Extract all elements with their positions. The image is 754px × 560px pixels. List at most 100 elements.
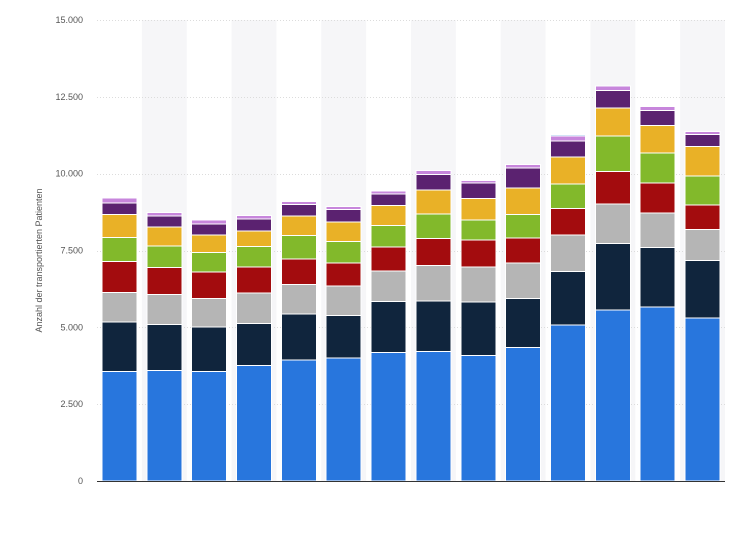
- bar-segment-series-5[interactable]: [415, 213, 452, 240]
- bar-segment-series-3[interactable]: [101, 292, 138, 323]
- bar-segment-series-8[interactable]: [370, 190, 407, 195]
- bar-segment-series-2[interactable]: [101, 321, 138, 373]
- bar-segment-series-6[interactable]: [639, 125, 676, 154]
- bar-segment-series-8[interactable]: [460, 180, 497, 184]
- bar-segment-series-9[interactable]: [550, 133, 586, 137]
- bar-segment-series-4[interactable]: [191, 271, 228, 299]
- bar-segment-series-7[interactable]: [505, 167, 542, 189]
- bar-segment-series-5[interactable]: [684, 175, 721, 206]
- bar-segment-series-8[interactable]: [325, 206, 362, 210]
- bar-segment-series-5[interactable]: [236, 246, 272, 268]
- bar-segment-series-2[interactable]: [325, 314, 362, 359]
- bar-segment-series-1[interactable]: [460, 355, 497, 482]
- bar-segment-series-7[interactable]: [325, 208, 362, 223]
- bar-segment-series-4[interactable]: [146, 267, 183, 295]
- bar-segment-series-8[interactable]: [415, 170, 452, 176]
- bar-segment-series-5[interactable]: [146, 245, 183, 269]
- bar-segment-series-3[interactable]: [415, 265, 452, 302]
- bar-segment-series-6[interactable]: [460, 197, 497, 221]
- bar-segment-series-4[interactable]: [684, 204, 721, 231]
- bar-segment-series-2[interactable]: [236, 323, 272, 366]
- bar-segment-series-1[interactable]: [415, 350, 452, 482]
- bar-segment-series-3[interactable]: [594, 203, 631, 245]
- bar-segment-series-6[interactable]: [594, 107, 631, 137]
- bar-segment-series-8[interactable]: [101, 197, 138, 204]
- bar-segment-series-6[interactable]: [684, 146, 721, 177]
- bar-segment-series-6[interactable]: [101, 214, 138, 238]
- bar-segment-series-5[interactable]: [460, 219, 497, 241]
- bar-segment-series-2[interactable]: [460, 301, 497, 357]
- bar-segment-series-2[interactable]: [505, 297, 542, 349]
- bar-segment-series-7[interactable]: [639, 109, 676, 127]
- bar-segment-series-4[interactable]: [594, 171, 631, 205]
- bar-segment-series-4[interactable]: [370, 246, 407, 272]
- bar-segment-series-6[interactable]: [370, 205, 407, 227]
- bar-segment-series-5[interactable]: [370, 225, 407, 248]
- bar-segment-series-8[interactable]: [594, 85, 631, 92]
- bar-segment-series-1[interactable]: [505, 347, 542, 482]
- bar-segment-series-5[interactable]: [505, 214, 542, 239]
- bar-segment-series-7[interactable]: [280, 204, 317, 217]
- bar-segment-series-7[interactable]: [594, 90, 631, 109]
- bar-segment-series-2[interactable]: [594, 243, 631, 311]
- bar-segment-series-8[interactable]: [146, 211, 183, 217]
- bar-segment-series-5[interactable]: [325, 240, 362, 264]
- bar-segment-series-6[interactable]: [146, 226, 183, 247]
- bar-segment-series-8[interactable]: [236, 214, 272, 220]
- bar-segment-series-4[interactable]: [236, 266, 272, 294]
- bar-segment-series-8[interactable]: [684, 131, 721, 135]
- bar-segment-series-3[interactable]: [684, 229, 721, 261]
- bar-segment-series-1[interactable]: [236, 364, 272, 482]
- bar-segment-series-7[interactable]: [460, 182, 497, 199]
- bar-segment-series-3[interactable]: [191, 297, 228, 328]
- bar-segment-series-2[interactable]: [280, 313, 317, 361]
- bar-segment-series-7[interactable]: [146, 215, 183, 228]
- bar-segment-series-2[interactable]: [684, 259, 721, 319]
- bar-segment-series-6[interactable]: [325, 221, 362, 242]
- bar-segment-series-5[interactable]: [191, 251, 228, 273]
- bar-segment-series-2[interactable]: [370, 301, 407, 354]
- bar-segment-series-1[interactable]: [594, 309, 631, 482]
- bar-segment-series-8[interactable]: [280, 201, 317, 206]
- bar-segment-series-6[interactable]: [505, 187, 542, 216]
- bar-segment-series-7[interactable]: [101, 202, 138, 216]
- bar-segment-series-6[interactable]: [415, 189, 452, 215]
- bar-segment-series-1[interactable]: [684, 317, 721, 482]
- bar-segment-series-1[interactable]: [280, 359, 317, 482]
- bar-segment-series-8[interactable]: [191, 219, 228, 225]
- bar-segment-series-4[interactable]: [505, 237, 542, 264]
- bar-segment-series-3[interactable]: [460, 266, 497, 303]
- bar-segment-series-6[interactable]: [550, 156, 586, 185]
- bar-segment-series-3[interactable]: [325, 285, 362, 316]
- bar-segment-series-1[interactable]: [550, 324, 586, 482]
- bar-segment-series-2[interactable]: [550, 271, 586, 326]
- bar-segment-series-3[interactable]: [146, 293, 183, 325]
- bar-segment-series-4[interactable]: [415, 238, 452, 267]
- bar-segment-series-3[interactable]: [236, 292, 272, 325]
- bar-segment-series-3[interactable]: [639, 212, 676, 249]
- bar-segment-series-2[interactable]: [146, 323, 183, 371]
- bar-segment-series-1[interactable]: [639, 306, 676, 482]
- bar-segment-series-8[interactable]: [505, 163, 542, 169]
- bar-segment-series-7[interactable]: [191, 223, 228, 236]
- bar-segment-series-6[interactable]: [280, 215, 317, 237]
- bar-segment-series-5[interactable]: [101, 236, 138, 263]
- bar-segment-series-6[interactable]: [236, 230, 272, 248]
- bar-segment-series-1[interactable]: [146, 369, 183, 482]
- bar-segment-series-2[interactable]: [639, 247, 676, 308]
- bar-segment-series-7[interactable]: [684, 133, 721, 148]
- bar-segment-series-1[interactable]: [370, 352, 407, 482]
- bar-segment-series-3[interactable]: [280, 284, 317, 315]
- bar-segment-series-4[interactable]: [460, 239, 497, 268]
- bar-segment-series-7[interactable]: [370, 193, 407, 207]
- bar-segment-series-4[interactable]: [639, 182, 676, 214]
- bar-segment-series-6[interactable]: [191, 234, 228, 253]
- bar-segment-series-1[interactable]: [101, 371, 138, 482]
- bar-segment-series-1[interactable]: [325, 357, 362, 482]
- bar-segment-series-5[interactable]: [594, 135, 631, 173]
- bar-segment-series-7[interactable]: [415, 174, 452, 191]
- bar-segment-series-7[interactable]: [236, 218, 272, 232]
- bar-segment-series-8[interactable]: [639, 106, 676, 111]
- bar-segment-series-4[interactable]: [550, 208, 586, 236]
- bar-segment-series-8[interactable]: [550, 135, 586, 142]
